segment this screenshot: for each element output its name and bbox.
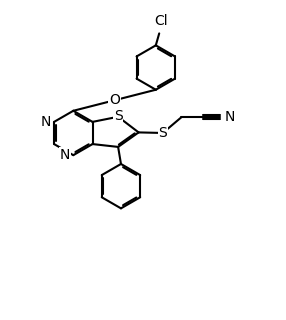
Text: N: N <box>224 110 235 124</box>
Text: Cl: Cl <box>154 14 168 28</box>
Text: S: S <box>158 126 167 140</box>
Text: N: N <box>59 148 70 162</box>
Text: O: O <box>109 93 120 107</box>
Text: N: N <box>40 115 51 129</box>
Text: S: S <box>114 109 122 123</box>
